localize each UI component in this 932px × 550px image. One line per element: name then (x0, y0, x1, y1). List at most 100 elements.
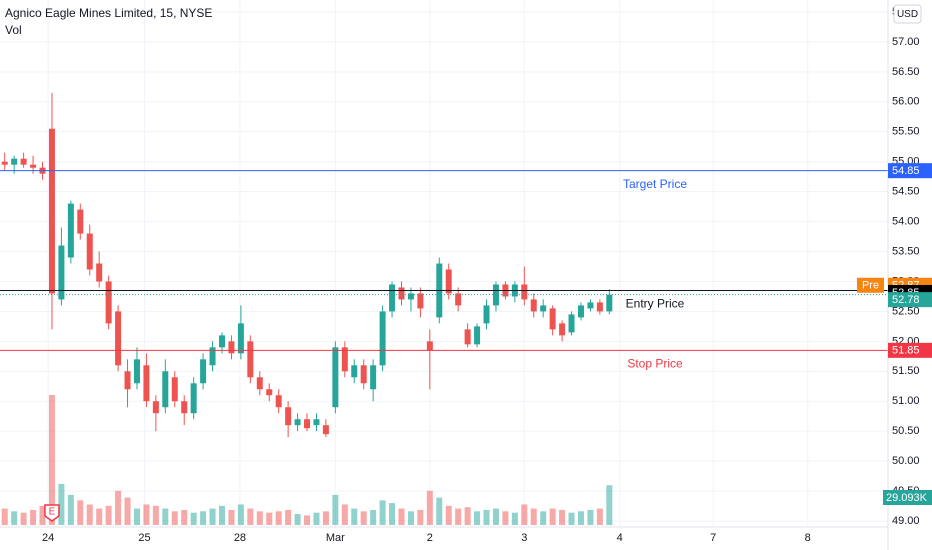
volume-bar (455, 508, 462, 525)
y-tick-label: 49.00 (892, 515, 920, 527)
candle-body (417, 293, 424, 309)
stop-price-label-box (888, 342, 932, 358)
volume-bar (389, 503, 396, 525)
volume-bar (152, 505, 159, 525)
volume-bar (313, 512, 320, 525)
volume-bar (200, 511, 207, 525)
candle-body (549, 308, 556, 330)
candle-body (360, 365, 367, 384)
volume-bar (417, 509, 424, 525)
volume-bar (124, 497, 131, 525)
volume-bar (77, 500, 84, 525)
stop-price-label: 51.85 (892, 345, 920, 357)
candle-body (530, 299, 537, 312)
volume-bar (568, 512, 575, 525)
x-tick-label: 8 (805, 532, 811, 544)
volume-bar (332, 494, 339, 525)
volume-bar (511, 512, 518, 525)
candle-body (181, 401, 188, 414)
candle-body (58, 245, 65, 300)
volume-bar (407, 511, 414, 525)
candle-body (521, 284, 528, 300)
volume-bar (426, 490, 433, 525)
volume-bar (398, 508, 405, 525)
x-tick-label: 7 (710, 532, 716, 544)
candle-body (266, 389, 273, 396)
volume-bar (502, 511, 509, 525)
premarket-tag-box (857, 277, 884, 293)
volume-bar (266, 512, 273, 525)
volume-bar (256, 511, 263, 525)
candle-body (30, 164, 37, 168)
volume-bar (464, 507, 471, 525)
level-label: Target Price (623, 177, 687, 191)
candle-body (152, 401, 159, 414)
y-tick-label: 50.50 (892, 425, 920, 437)
y-tick-label: 53.50 (892, 245, 920, 257)
candle-body (426, 341, 433, 351)
volume-bar (20, 512, 27, 525)
currency-box[interactable] (893, 4, 922, 24)
x-tick-label: 24 (42, 532, 54, 544)
earnings-label: E (49, 507, 56, 518)
candle-body (606, 294, 613, 312)
volume-bar (341, 504, 348, 525)
volume-bar (285, 509, 292, 525)
candle-body (133, 359, 140, 384)
volume-bar (436, 497, 443, 525)
volume-bar (322, 511, 329, 525)
candle-body (379, 311, 386, 366)
plot: E Target Price Entry Price Stop Price (0, 92, 888, 525)
candle-body (1, 161, 8, 165)
x-tick-label: 3 (521, 532, 527, 544)
candle-body (294, 419, 301, 426)
candle-body (341, 347, 348, 372)
y-tick-label: 54.50 (892, 186, 920, 198)
candle-body (587, 302, 594, 309)
last-price-label-box (888, 292, 932, 308)
y-tick-label: 52.50 (892, 305, 920, 317)
volume-bar (360, 511, 367, 525)
chart-title: Agnico Eagle Mines Limited, 15, NYSE (5, 6, 212, 20)
candle-body (540, 305, 547, 312)
candle-body (464, 329, 471, 345)
volume-bar (237, 504, 244, 525)
candle-body (351, 365, 358, 378)
candle-body (285, 407, 292, 426)
x-tick-label: 28 (234, 532, 246, 544)
volume-label: 29.093K (886, 492, 928, 504)
volume-label-box (883, 490, 932, 505)
volume-bar (483, 509, 490, 525)
candle-body (162, 371, 169, 408)
volume-bar (228, 509, 235, 525)
candle-body (407, 293, 414, 300)
currency[interactable]: USD (897, 9, 918, 20)
x-tick-label: 25 (138, 532, 150, 544)
volume-bar (162, 508, 169, 525)
premarket-tag: Pre (862, 280, 879, 292)
y-tick-label: 55.50 (892, 126, 920, 138)
candle-body (568, 314, 575, 333)
volume-bar (549, 508, 556, 525)
candle-body (596, 302, 603, 312)
candle-body (322, 425, 329, 435)
candle-body (275, 395, 282, 408)
volume-bar (370, 509, 377, 525)
volume-bar (171, 511, 178, 525)
y-tick-label: 54.00 (892, 215, 920, 227)
candle-body (115, 311, 122, 366)
volume-bar (521, 504, 528, 525)
target-price-label: 54.85 (892, 165, 920, 177)
candle-body (228, 341, 235, 354)
volume-bar (48, 395, 55, 525)
volume-bar (540, 511, 547, 525)
volume-bar (247, 508, 254, 525)
volume-bar (492, 508, 499, 525)
volume-bar (30, 509, 37, 525)
volume-bar (530, 508, 537, 525)
candle-body (559, 323, 566, 336)
volume-bar (96, 508, 103, 525)
candle-body (332, 347, 339, 408)
volume-bar (86, 504, 93, 525)
last-price-label: 52.78 (892, 294, 920, 306)
